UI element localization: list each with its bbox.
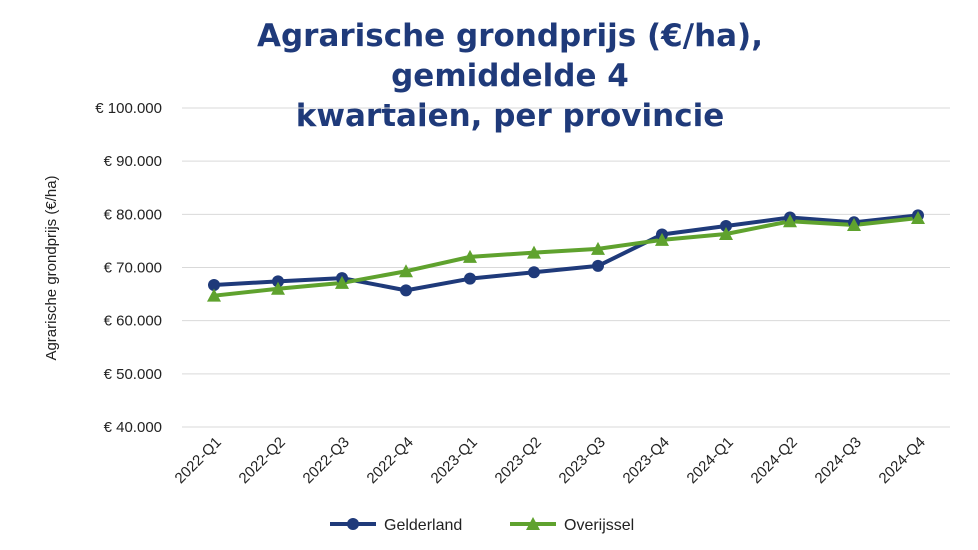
- x-tick-label: 2022-Q4: [364, 434, 417, 487]
- y-tick-label: € 90.000: [104, 153, 162, 170]
- data-point: [911, 211, 925, 225]
- data-point: [399, 264, 413, 278]
- legend: Gelderland Overijssel: [330, 517, 634, 534]
- y-tick-label: € 80.000: [104, 206, 162, 223]
- data-point: [271, 281, 285, 295]
- x-axis-ticks: 2022-Q1 2022-Q2 2022-Q3 2022-Q4 2023-Q1 2023-…: [172, 434, 929, 487]
- y-tick-label: € 40.000: [104, 419, 162, 436]
- x-tick-label: 2024-Q4: [876, 434, 929, 487]
- data-point: [335, 275, 349, 289]
- data-point: [400, 284, 412, 297]
- data-point: [527, 245, 541, 259]
- legend-marker: [347, 518, 359, 530]
- y-tick-label: € 60.000: [104, 313, 162, 330]
- y-axis-ticks: € 40.000 € 50.000 € 60.000 € 70.000 € 80.000…: [95, 100, 162, 436]
- data-point: [783, 214, 797, 228]
- y-tick-label: € 100.000: [95, 100, 162, 117]
- chart-title: Agrarische grondprijs (€/ha), gemiddelde…: [160, 16, 860, 136]
- data-point: [464, 272, 476, 285]
- data-point: [207, 288, 221, 302]
- y-tick-label: € 70.000: [104, 260, 162, 277]
- x-tick-label: 2023-Q1: [428, 434, 481, 487]
- chart-title-line-2: kwartalen, per provincie: [295, 98, 725, 134]
- x-tick-label: 2023-Q3: [556, 434, 609, 487]
- x-tick-label: 2022-Q2: [236, 434, 289, 487]
- data-point: [592, 259, 604, 272]
- x-tick-label: 2024-Q3: [812, 434, 865, 487]
- chart-title-line-1: Agrarische grondprijs (€/ha), gemiddelde…: [256, 18, 764, 94]
- series-line-gelderland: [213, 213, 919, 293]
- y-tick-label: € 50.000: [104, 366, 162, 383]
- legend-label: Gelderland: [384, 517, 462, 534]
- y-axis-label: Agrarische grondprijs (€/ha): [43, 175, 60, 360]
- data-point: [719, 227, 733, 241]
- legend-label: Overijssel: [564, 517, 634, 534]
- data-point: [847, 217, 861, 231]
- data-point: [528, 266, 540, 279]
- x-tick-label: 2024-Q2: [748, 434, 801, 487]
- x-tick-label: 2023-Q2: [492, 434, 545, 487]
- data-point: [272, 275, 284, 288]
- data-point: [591, 241, 605, 255]
- x-tick-label: 2022-Q1: [172, 434, 225, 487]
- data-point: [208, 279, 220, 292]
- x-tick-label: 2022-Q3: [300, 434, 353, 487]
- x-tick-label: 2024-Q1: [684, 434, 737, 487]
- x-tick-label: 2023-Q4: [620, 434, 673, 487]
- data-point: [720, 220, 732, 233]
- series-group: [207, 209, 925, 302]
- series-line-overijssel: [213, 216, 919, 298]
- legend-marker: [526, 517, 540, 530]
- data-point: [463, 249, 477, 263]
- data-point: [655, 232, 669, 246]
